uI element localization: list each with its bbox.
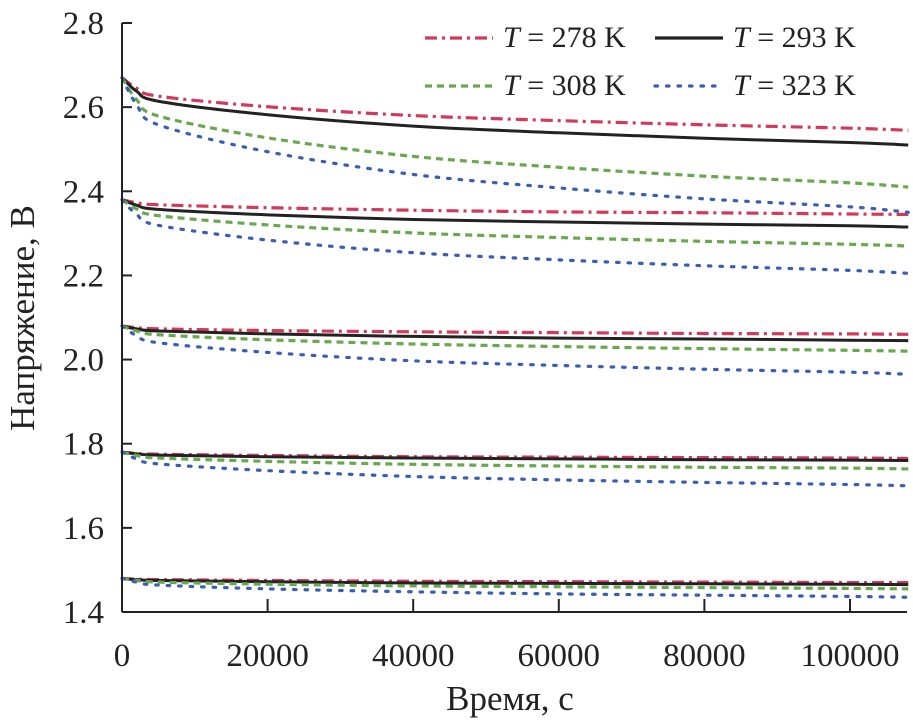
legend-label: T = 293 K <box>733 21 856 54</box>
curve-293K-3 <box>121 324 909 343</box>
curve-308K-4 <box>121 450 909 471</box>
curve-308K-1 <box>120 76 909 189</box>
curve-308K-2 <box>121 198 909 248</box>
curve-308K-5 <box>121 576 909 591</box>
y-tick-label: 1.6 <box>63 511 104 547</box>
x-tick-label: 80000 <box>663 638 746 674</box>
curve-293K-2 <box>121 198 909 229</box>
x-tick-label: 60000 <box>518 638 601 674</box>
legend-item-323K: T = 323 K <box>653 69 856 102</box>
legend-label: T = 278 K <box>503 21 626 54</box>
legend-label: T = 323 K <box>733 69 856 102</box>
legend-value: = 293 K <box>750 21 856 54</box>
legend-value: = 323 K <box>750 69 856 102</box>
x-tick-label: 100000 <box>801 638 900 674</box>
x-axis-title: Время, с <box>446 679 574 718</box>
curve-293K-1 <box>120 76 909 147</box>
y-tick-label: 2.8 <box>63 6 104 42</box>
y-tick-label: 2.4 <box>63 174 104 210</box>
y-tick-label: 2.0 <box>63 343 104 379</box>
legend-value: = 308 K <box>520 69 626 102</box>
legend-var: T <box>733 21 752 54</box>
y-axis-title: Напряжение, В <box>3 205 42 431</box>
legend-var: T <box>503 21 522 54</box>
curve-323K-5 <box>120 576 910 599</box>
plot-curves <box>120 76 910 599</box>
axis-ticks: 1.4 1.6 1.8 2.0 2.2 2.4 2.6 2.8 0 20000 40000 60000… <box>63 6 900 674</box>
legend-var: T <box>503 69 522 102</box>
curve-323K-3 <box>120 324 910 376</box>
curve-278K-2 <box>121 198 909 217</box>
legend-item-278K: T = 278 K <box>425 21 626 54</box>
legend-label: T = 308 K <box>503 69 626 102</box>
y-tick-label: 2.2 <box>63 258 104 294</box>
curve-278K-1 <box>121 76 909 132</box>
y-tick-label: 2.6 <box>63 90 104 126</box>
curve-323K-1 <box>120 76 910 214</box>
x-tick-label: 40000 <box>372 638 455 674</box>
curve-293K-4 <box>121 450 909 463</box>
x-tick-label: 0 <box>114 638 131 674</box>
curve-323K-2 <box>120 198 910 275</box>
legend-item-293K: T = 293 K <box>655 21 856 54</box>
legend-item-308K: T = 308 K <box>425 69 626 102</box>
legend-var: T <box>733 69 752 102</box>
curve-278K-3 <box>121 324 909 336</box>
x-tick-label: 20000 <box>226 638 309 674</box>
curve-323K-4 <box>120 450 910 488</box>
curve-308K-3 <box>121 324 909 353</box>
legend-value: = 278 K <box>520 21 626 54</box>
y-tick-label: 1.4 <box>63 595 104 631</box>
y-tick-label: 1.8 <box>63 427 104 463</box>
